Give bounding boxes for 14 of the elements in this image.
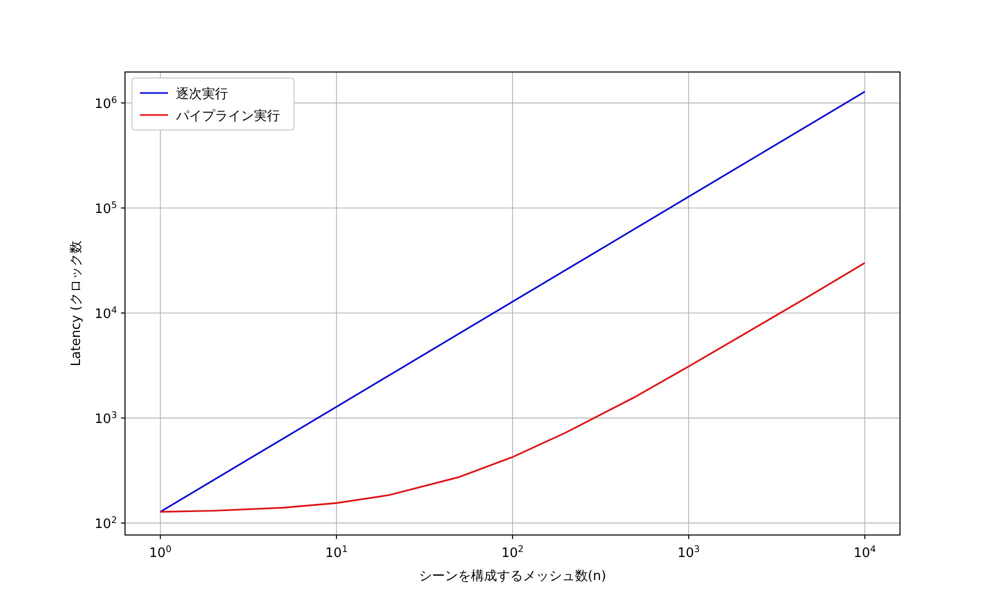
x-tick-label: 10$^{2}$	[501, 545, 524, 561]
y-tick-label: 10$^{6}$	[94, 96, 118, 112]
y-axis-title: Latency (クロック数	[69, 240, 84, 366]
legend-label: 逐次実行	[176, 86, 228, 102]
x-axis-title: シーンを構成するメッシュ数(n)	[418, 569, 606, 584]
x-tick-label: 10$^{4}$	[854, 545, 876, 561]
y-tick-label: 10$^{3}$	[94, 411, 118, 428]
x-tick-label: 10$^{3}$	[677, 545, 700, 561]
y-tick-label: 10$^{2}$	[94, 516, 117, 532]
y-tick-label: 10$^{5}$	[94, 200, 117, 217]
legend-label: パイプライン実行	[175, 108, 280, 124]
x-tick-label: 10$^{1}$	[325, 545, 348, 561]
x-tick-label: 10$^{0}$	[149, 545, 172, 561]
y-tick-label: 10$^{4}$	[94, 306, 118, 322]
